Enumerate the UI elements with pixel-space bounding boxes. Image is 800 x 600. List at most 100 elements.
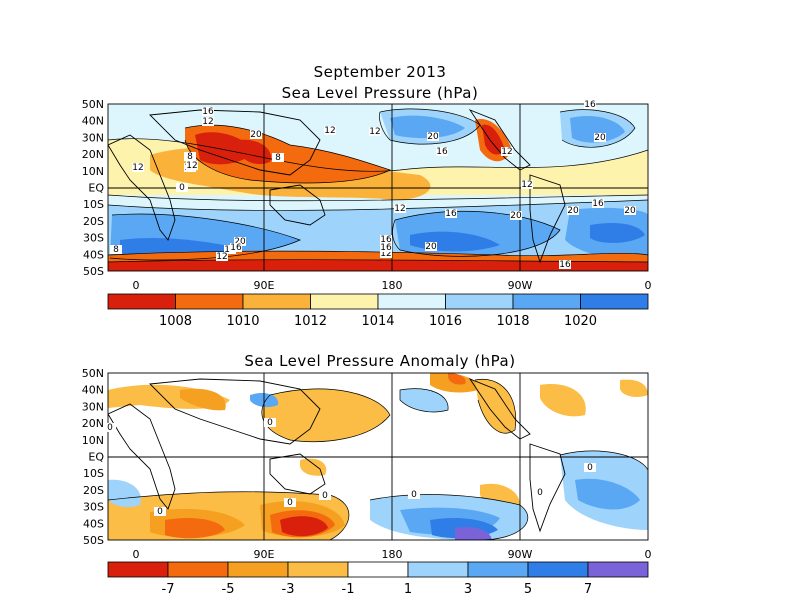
- slp-contour-label: 16: [436, 147, 448, 157]
- slp-contour-label-bg: [394, 204, 406, 213]
- slp-contour-label: 20: [425, 242, 437, 252]
- slp-colorbar-label: 1014: [361, 314, 394, 329]
- anomaly-colorbar-swatch: [407, 561, 469, 578]
- slp-colorbar-swatch: [310, 293, 379, 310]
- anomaly-lat-label: 40S: [83, 517, 104, 530]
- anomaly-lat-label: 50S: [83, 534, 104, 547]
- slp-contour-label: 8: [113, 245, 119, 255]
- slp-contour-label: 20: [567, 206, 579, 216]
- slp-contour-label: 16: [559, 260, 571, 270]
- slp-contour-label-bg: [584, 100, 596, 109]
- slp-lat-label: 50N: [82, 98, 104, 111]
- slp-lat-label: 10S: [83, 198, 104, 211]
- slp-contour-label-bg: [272, 153, 284, 162]
- slp-contour-label-bg: [592, 199, 604, 208]
- anomaly-contour-label-bg: [408, 490, 420, 499]
- slp-contour-label: 12: [501, 147, 512, 157]
- slp-contour-label-bg: [324, 126, 336, 135]
- slp-lat-label: EQ: [88, 182, 104, 195]
- anomaly-colorbar-swatch: [587, 561, 649, 578]
- anomaly-panel-title: Sea Level Pressure Anomaly (hPa): [244, 352, 516, 370]
- slp-contour-label-bg: [510, 211, 522, 220]
- anomaly-colorbar-swatch: [527, 561, 589, 578]
- slp-contour-label-bg: [380, 249, 392, 258]
- slp-contour-label: 16: [202, 107, 214, 117]
- slp-contour-label: 8: [187, 152, 193, 162]
- slp-panel-title: Sea Level Pressure (hPa): [281, 84, 479, 102]
- anomaly-colorbar-swatch: [167, 561, 229, 578]
- anomaly-lon-labels: 0 90E 180 90W 0: [133, 548, 652, 561]
- slp-colorbar-label: 1010: [226, 314, 259, 329]
- anomaly-contour-label-bg: [154, 507, 166, 516]
- slp-contour-label-bg: [380, 235, 392, 244]
- slp-contour-label-bg: [567, 206, 579, 215]
- slp-contour-label-bg: [369, 127, 381, 136]
- anomaly-contour-label: 0: [587, 463, 593, 473]
- slp-colorbar-label: 1018: [496, 314, 529, 329]
- slp-lat-label: 10N: [82, 165, 104, 178]
- slp-contour-label-bg: [380, 243, 392, 252]
- slp-contour-label-bg: [594, 133, 606, 142]
- anomaly-colorbar-label: -5: [222, 582, 235, 597]
- anomaly-colorbar-label: -3: [282, 582, 295, 597]
- slp-contour-label-bg: [559, 260, 571, 269]
- slp-lon-labels: 0 90E 180 90W 0: [133, 279, 652, 292]
- anomaly-contour-label: 0: [287, 498, 293, 508]
- slp-lat-label: 30N: [82, 131, 104, 144]
- slp-contour-label-bg: [425, 242, 437, 251]
- slp-contour-label-bg: [132, 163, 144, 172]
- slp-colorbar-label: 1008: [159, 314, 192, 329]
- slp-contour-label: 16: [584, 100, 596, 110]
- anomaly-lat-label: EQ: [88, 451, 104, 464]
- slp-contour-label-bg: [624, 206, 636, 215]
- anomaly-contour-label-bg: [534, 488, 546, 497]
- anomaly-lat-labels: 50N 40N 30N 20N 10N EQ 10S 20S 30S 40S 50S: [82, 367, 105, 547]
- slp-contour-label-bg: [501, 147, 513, 156]
- slp-contour-label-bg: [202, 107, 214, 116]
- slp-colorbar-swatch: [175, 293, 244, 310]
- slp-lon-label: 90W: [508, 279, 533, 292]
- anomaly-contour-label-bg: [264, 418, 276, 427]
- slp-colorbar-label: 1012: [294, 314, 327, 329]
- anomaly-colorbar-swatch: [347, 561, 409, 578]
- anomaly-colorbar-label: 7: [584, 582, 592, 597]
- anomaly-lat-label: 10S: [83, 467, 104, 480]
- slp-contour-label: 12: [369, 127, 380, 137]
- slp-contour-label-bg: [445, 209, 457, 218]
- slp-contour-label: 12: [186, 161, 197, 171]
- anomaly-contour-label-bg: [584, 463, 596, 472]
- anomaly-lat-label: 20N: [82, 417, 104, 430]
- anomaly-contour-label: 0: [411, 490, 417, 500]
- anomaly-field: [108, 373, 648, 540]
- anomaly-colorbar-swatch: [287, 561, 349, 578]
- anomaly-contour-label: 0: [537, 488, 543, 498]
- anomaly-colorbar-label: 1: [404, 582, 412, 597]
- slp-colorbar-label: 1016: [429, 314, 462, 329]
- slp-map-panel: 50N 40N 30N 20N 10N EQ 10S 20S 30S 40S 50S 0 90E 180…: [82, 98, 652, 292]
- anomaly-contour-label: 0: [322, 491, 328, 501]
- slp-contour-label: 0: [179, 183, 185, 193]
- anomaly-contour-label-bg: [319, 491, 331, 500]
- slp-contour-label: 20: [234, 237, 246, 247]
- slp-contour-label-bg: [436, 147, 448, 156]
- slp-lon-label: 180: [382, 279, 403, 292]
- slp-lat-label: 40S: [83, 248, 104, 261]
- slp-lat-label: 20N: [82, 148, 104, 161]
- slp-contour-label: 12: [521, 180, 532, 190]
- slp-colorbar-label: 1020: [564, 314, 597, 329]
- slp-contour-label-bg: [427, 132, 439, 141]
- slp-contour-label: 16: [592, 199, 604, 209]
- slp-contour-label: 12: [394, 204, 405, 214]
- slp-contour-label-bg: [110, 245, 122, 254]
- slp-contour-label: 20: [510, 211, 522, 221]
- slp-colorbar: 1008 1010 1012 1014 1016 1018 1020: [107, 293, 649, 329]
- anomaly-contour-label: 0: [107, 423, 113, 433]
- anomaly-colorbar-swatch: [467, 561, 529, 578]
- anomaly-lat-label: 30N: [82, 400, 104, 413]
- slp-contour-label-bg: [176, 183, 188, 192]
- slp-contour-label: 16: [380, 243, 392, 253]
- slp-lat-label: 40N: [82, 115, 104, 128]
- slp-contour-label: 12: [380, 249, 391, 259]
- slp-contour-label-bg: [250, 130, 262, 139]
